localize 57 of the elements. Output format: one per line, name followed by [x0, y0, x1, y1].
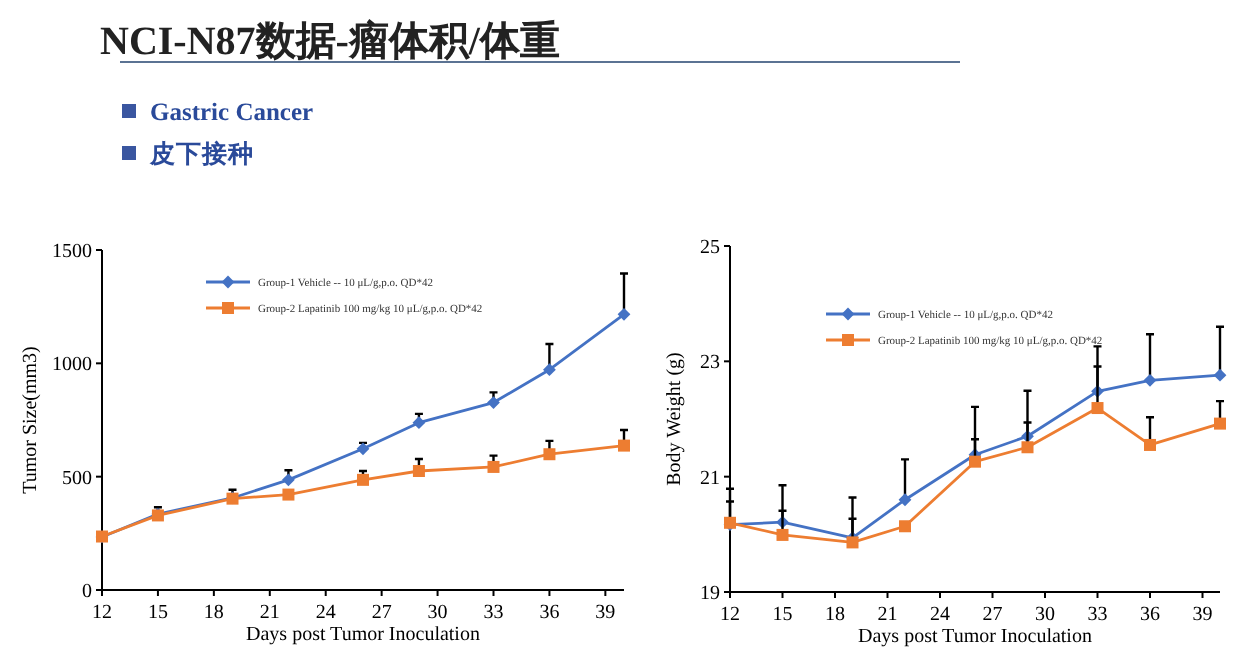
point: [1214, 417, 1226, 430]
x-tick-label: 21: [877, 604, 898, 626]
x-tick-label: 33: [483, 602, 504, 624]
point: [1021, 441, 1034, 454]
point: [1091, 402, 1104, 415]
y-tick-label: 0: [82, 581, 92, 603]
x-tick-label: 39: [595, 602, 616, 624]
point: [969, 455, 981, 468]
y-tick-label: 500: [62, 467, 92, 490]
y-tick-label: 25: [700, 237, 720, 259]
point: [543, 363, 556, 377]
y-axis-title: Body Weight (g): [664, 352, 686, 486]
point: [617, 307, 631, 321]
x-tick-label: 12: [720, 604, 740, 626]
y-tick-label: 1000: [52, 354, 92, 377]
x-tick-label: 15: [772, 604, 793, 626]
x-tick-label: 21: [259, 602, 280, 624]
point: [846, 536, 859, 549]
point: [1143, 373, 1157, 387]
x-tick-label: 33: [1087, 604, 1108, 626]
point: [899, 520, 911, 533]
point: [487, 396, 500, 409]
x-tick-label: 36: [539, 602, 560, 624]
point: [618, 439, 630, 452]
x-tick-label: 30: [427, 602, 448, 624]
x-tick-label: 30: [1035, 604, 1055, 626]
point: [1213, 368, 1227, 382]
point: [282, 488, 295, 501]
x-tick-label: 36: [1140, 604, 1160, 626]
y-axis-title: Tumor Size(mm3): [20, 346, 42, 494]
x-tick-label: 27: [371, 602, 392, 624]
y-tick-label: 23: [700, 352, 720, 375]
x-tick-label: 18: [203, 602, 224, 624]
text: Gastric Cancer: [150, 98, 315, 126]
chart-title: NCI-N87数据-瘤体积/体重: [100, 18, 560, 64]
point: [487, 460, 500, 473]
x-tick-label: 24: [930, 604, 950, 626]
y-tick-label: 19: [700, 583, 720, 605]
x-tick-label: 12: [92, 602, 112, 624]
point: [543, 448, 556, 461]
point: [898, 493, 912, 507]
x-tick-label: 24: [315, 602, 336, 624]
point: [356, 442, 370, 456]
x-tick-label: 15: [147, 602, 168, 624]
point: [412, 416, 426, 430]
x-tick-label: 18: [825, 604, 845, 626]
x-tick-label: 39: [1192, 604, 1213, 626]
y-tick-label: 1500: [52, 241, 92, 263]
point: [776, 528, 789, 541]
point: [1144, 438, 1156, 451]
text: 皮下接种: [148, 138, 254, 168]
point: [412, 465, 425, 477]
point: [282, 473, 295, 487]
x-axis-title: Days post Tumor Inoculation: [246, 624, 480, 646]
y-tick-label: 21: [700, 467, 720, 490]
x-tick-label: 27: [982, 604, 1003, 626]
x-axis-title: Days post Tumor Inoculation: [858, 626, 1092, 648]
